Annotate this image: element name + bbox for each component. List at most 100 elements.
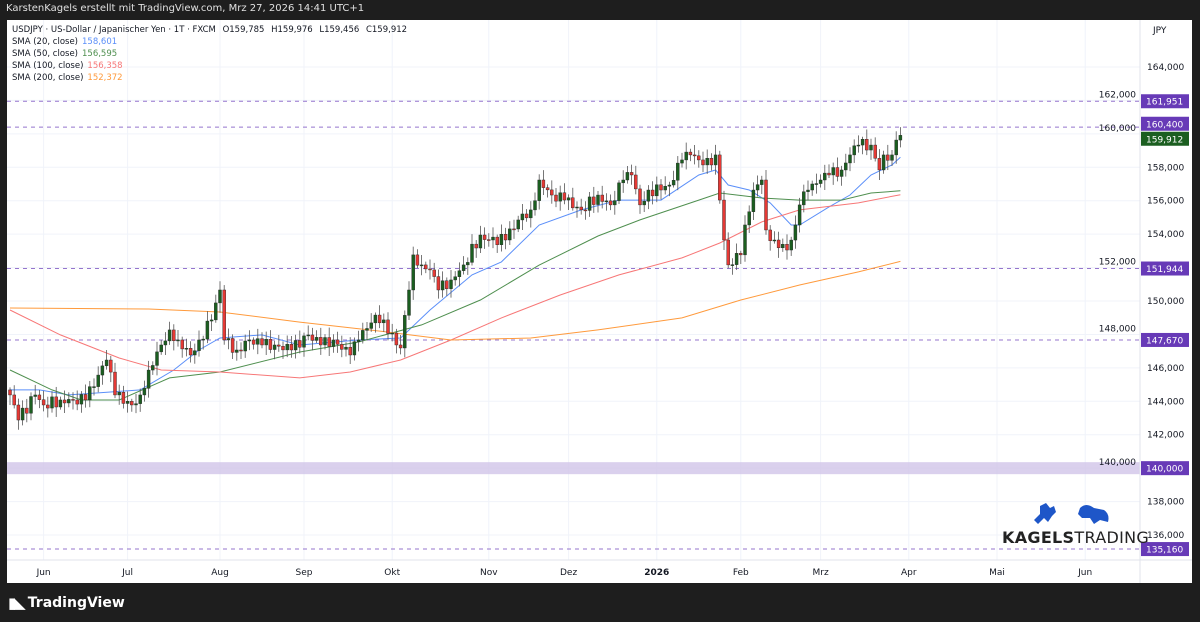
candle-body [697,155,701,161]
price-level-badge [1141,332,1189,347]
candle-body [71,399,75,401]
candle-body [109,359,113,373]
candle-body [386,319,390,334]
price-level-label: 147,670 [1146,336,1183,346]
candle-body [260,338,264,346]
candle-body [503,234,508,241]
candle-body [877,158,882,171]
sma-50-legend[interactable]: SMA (50, close) 156,595 [12,48,407,60]
candle-body [881,154,886,171]
candle-body [138,394,142,404]
candle-body [869,144,873,151]
bull-bear-logo-icon [1034,503,1109,524]
symbol-title[interactable]: USDJPY · US-Dollar / Japanischer Yen · 1… [12,25,216,35]
price-level-badge [1141,94,1189,109]
candle-body [650,189,655,197]
candle-body [478,234,483,249]
candle-body [50,396,54,409]
footer-brand: TradingView [27,595,125,611]
candle-body [671,180,676,186]
candle-body [222,289,226,341]
price-tick-label: 154,000 [1147,230,1184,240]
candle-body [382,319,386,324]
candle-body [663,186,667,191]
candle-body [92,386,96,388]
candle-body [12,394,16,406]
candle-body [407,289,411,316]
candle-body [314,337,319,341]
time-tick-label: Apr [901,568,917,578]
candle-body [512,228,516,231]
candle-body [453,276,457,281]
candle-body [247,339,252,342]
candle-body [680,159,684,164]
candle-body [604,200,609,203]
candle-body [554,194,558,202]
candle-body [688,151,693,156]
price-level-label: 151,944 [1146,265,1183,275]
time-tick-label: Jun [1077,568,1092,578]
candle-body [541,179,546,188]
candle-body [776,239,781,249]
sma-label: SMA (20, close) [12,37,78,47]
candle-body [268,339,273,350]
candle-body [831,167,835,176]
sma-20-legend[interactable]: SMA (20, close) 158,601 [12,36,407,48]
candle-body [743,224,747,256]
candle-body [545,187,550,191]
candle-body [25,407,29,414]
candle-body [230,338,235,353]
time-tick-label: Okt [384,568,400,578]
candle-body [218,289,222,304]
candle-body [193,350,197,356]
sma-100-legend[interactable]: SMA (100, close) 156,358 [12,60,407,72]
candle-body [856,144,861,147]
candle-body [159,344,163,353]
candle-body [88,386,92,401]
candle-body [739,253,743,256]
candle-body [104,359,109,367]
last-price-label: 159,912 [1146,135,1183,145]
candle-body [419,264,424,267]
sma-label: SMA (100, close) [12,61,84,71]
price-level-badge [1141,461,1189,476]
candle-body [558,192,562,202]
candle-body [466,262,470,266]
price-level-badge [1141,542,1189,557]
candle-body [844,162,848,171]
candle-body [760,179,764,185]
candle-body [155,351,159,366]
candle-body [390,332,394,335]
candle-body [163,340,168,346]
candle-body [415,254,420,266]
price-level-label: 161,951 [1146,98,1183,108]
candle-body [201,338,205,341]
price-tick-label: 158,000 [1147,163,1184,173]
candle-body [83,394,88,401]
candle-body [751,189,756,212]
candle-body [793,224,798,241]
candle-body [344,346,348,350]
candle-body [79,394,84,405]
candle-body [860,139,865,146]
price-tick-label: 136,000 [1147,531,1184,541]
candle-body [499,234,504,245]
price-tick-label: 146,000 [1147,364,1184,374]
candle-body [701,159,705,166]
sma-value: 156,595 [82,49,118,59]
price-level-label: 160,400 [1146,120,1183,130]
price-level-badge [1141,261,1189,276]
price-tick-label: 144,000 [1147,397,1184,407]
candle-body [495,236,499,245]
candle-body [898,135,903,141]
candle-body [331,339,336,347]
symbol-line: USDJPY · US-Dollar / Japanischer Yen · 1… [12,24,407,36]
sma-200-legend[interactable]: SMA (200, close) 152,372 [12,72,407,84]
candle-body [403,315,407,349]
candle-body [566,197,571,201]
tradingview-footer[interactable]: ▮◣ TradingView [8,594,125,612]
candle-body [251,339,256,345]
candle-body [608,200,613,206]
time-tick-label: 2026 [644,568,669,578]
